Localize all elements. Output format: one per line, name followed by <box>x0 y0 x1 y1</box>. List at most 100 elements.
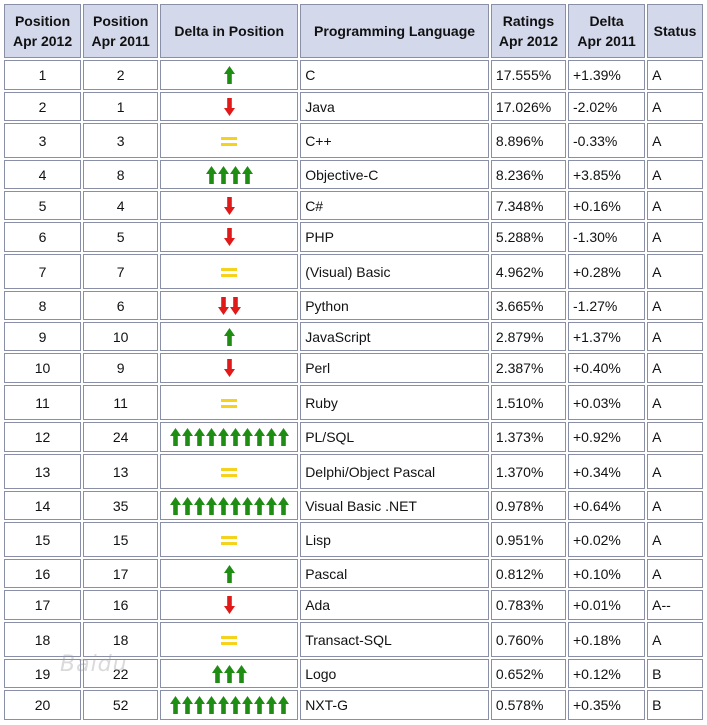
status-cell: A <box>647 322 703 351</box>
equal-icon <box>221 268 238 278</box>
language-link[interactable]: Delphi/Object Pascal <box>300 454 489 489</box>
delta-cell: +0.12% <box>568 659 646 688</box>
arrow-up-icon <box>229 428 241 447</box>
position-2012-cell: 5 <box>4 191 82 220</box>
delta-arrows <box>221 536 238 546</box>
language-link[interactable]: PHP <box>300 222 489 252</box>
arrow-up-icon <box>223 564 235 583</box>
arrow-up-icon <box>229 496 241 515</box>
language-link[interactable]: C++ <box>300 123 489 158</box>
language-link[interactable]: Java <box>300 92 489 121</box>
rating-cell: 0.978% <box>490 491 566 520</box>
status-cell: A <box>647 522 703 557</box>
arrow-up-icon <box>205 428 217 447</box>
equal-icon <box>221 636 238 646</box>
language-link[interactable]: Objective-C <box>300 160 489 189</box>
arrow-down-icon <box>223 359 235 378</box>
header-status[interactable]: Status <box>647 4 703 58</box>
arrow-up-icon <box>217 428 229 447</box>
status-cell: A <box>647 160 703 189</box>
language-link[interactable]: Python <box>300 291 489 320</box>
language-link[interactable]: Ruby <box>300 385 489 420</box>
delta-cell: +0.16% <box>568 191 646 220</box>
equal-icon <box>221 399 238 409</box>
arrow-up-icon <box>277 696 289 715</box>
rating-cell: 1.373% <box>490 422 566 452</box>
delta-arrows <box>205 165 253 184</box>
arrow-up-icon <box>253 496 265 515</box>
arrow-down-icon <box>223 196 235 215</box>
delta-position-cell <box>160 422 299 452</box>
delta-cell: -2.02% <box>568 92 646 121</box>
table-row: 12 24 PL/SQL 1.373% +0.92% A <box>4 422 703 452</box>
arrow-up-icon <box>223 327 235 346</box>
delta-arrows <box>169 428 289 447</box>
position-2011-cell: 6 <box>83 291 159 320</box>
language-link[interactable]: Visual Basic .NET <box>300 491 489 520</box>
arrow-up-icon <box>265 496 277 515</box>
language-link[interactable]: (Visual) Basic <box>300 254 489 289</box>
position-2011-cell: 11 <box>83 385 159 420</box>
language-link[interactable]: Pascal <box>300 559 489 588</box>
language-link[interactable]: PL/SQL <box>300 422 489 452</box>
header-position-2012[interactable]: Position Apr 2012 <box>4 4 82 58</box>
language-link[interactable]: JavaScript <box>300 322 489 351</box>
arrow-down-icon <box>217 296 229 315</box>
arrow-up-icon <box>193 428 205 447</box>
rating-cell: 7.348% <box>490 191 566 220</box>
table-row: 11 11 Ruby 1.510% +0.03% A <box>4 385 703 420</box>
delta-position-cell <box>160 222 299 252</box>
delta-position-cell <box>160 123 299 158</box>
header-programming-language[interactable]: Programming Language <box>300 4 489 58</box>
language-link[interactable]: C# <box>300 191 489 220</box>
arrow-up-icon <box>241 428 253 447</box>
position-2011-cell: 4 <box>83 191 159 220</box>
table-row: 7 7 (Visual) Basic 4.962% +0.28% A <box>4 254 703 289</box>
status-cell: B <box>647 659 703 688</box>
language-link[interactable]: Logo <box>300 659 489 688</box>
arrow-up-icon <box>217 496 229 515</box>
delta-arrows <box>223 596 235 615</box>
language-link[interactable]: NXT-G <box>300 690 489 720</box>
position-2011-cell: 17 <box>83 559 159 588</box>
language-link[interactable]: Lisp <box>300 522 489 557</box>
position-2012-cell: 1 <box>4 60 82 90</box>
position-2011-cell: 15 <box>83 522 159 557</box>
arrow-up-icon <box>169 428 181 447</box>
language-link[interactable]: Transact-SQL <box>300 622 489 657</box>
status-cell: A <box>647 559 703 588</box>
position-2012-cell: 12 <box>4 422 82 452</box>
rating-cell: 0.783% <box>490 590 566 620</box>
position-2011-cell: 35 <box>83 491 159 520</box>
position-2012-cell: 2 <box>4 92 82 121</box>
position-2011-cell: 1 <box>83 92 159 121</box>
position-2011-cell: 18 <box>83 622 159 657</box>
delta-position-cell <box>160 491 299 520</box>
arrow-up-icon <box>241 696 253 715</box>
arrow-up-icon <box>193 496 205 515</box>
rating-cell: 2.387% <box>490 353 566 383</box>
position-2012-cell: 6 <box>4 222 82 252</box>
equal-icon <box>221 468 238 478</box>
rating-cell: 8.896% <box>490 123 566 158</box>
header-position-2011[interactable]: Position Apr 2011 <box>83 4 159 58</box>
status-cell: A <box>647 622 703 657</box>
position-2012-cell: 3 <box>4 123 82 158</box>
delta-arrows <box>169 496 289 515</box>
status-cell: A <box>647 385 703 420</box>
table-row: 16 17 Pascal 0.812% +0.10% A <box>4 559 703 588</box>
rating-cell: 0.578% <box>490 690 566 720</box>
position-2011-cell: 5 <box>83 222 159 252</box>
header-ratings-2012[interactable]: Ratings Apr 2012 <box>490 4 566 58</box>
header-delta-2011[interactable]: Delta Apr 2011 <box>568 4 646 58</box>
language-link[interactable]: C <box>300 60 489 90</box>
arrow-up-icon <box>181 496 193 515</box>
table-row: 20 52 NXT-G 0.578% +0.35% B <box>4 690 703 720</box>
arrow-up-icon <box>253 696 265 715</box>
header-delta-in-position[interactable]: Delta in Position <box>160 4 299 58</box>
language-link[interactable]: Perl <box>300 353 489 383</box>
rating-cell: 3.665% <box>490 291 566 320</box>
delta-arrows <box>223 228 235 247</box>
language-link[interactable]: Ada <box>300 590 489 620</box>
